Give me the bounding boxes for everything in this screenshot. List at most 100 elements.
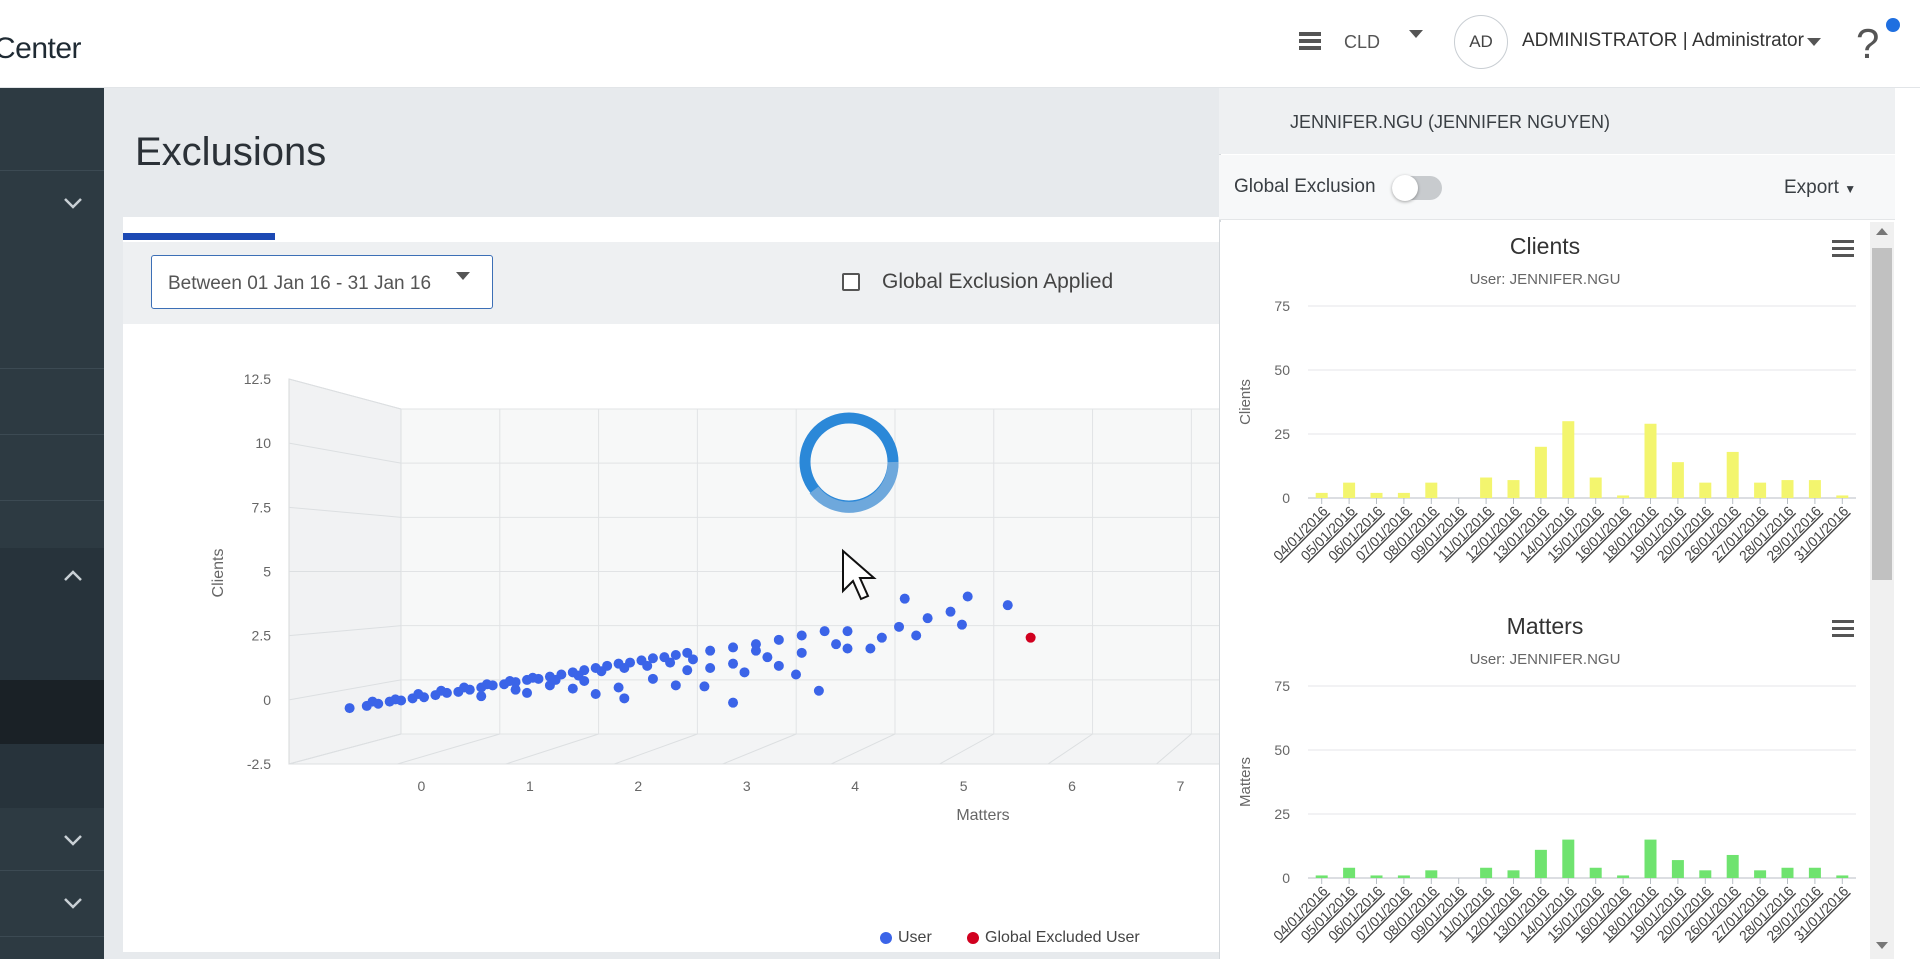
x-axis-label: Matters: [956, 807, 1009, 824]
bar: [1836, 495, 1849, 498]
sidebar-divider: [0, 500, 104, 501]
tab-active-indicator[interactable]: [123, 233, 275, 240]
user-point: [819, 626, 830, 637]
bar: [1726, 854, 1739, 878]
x-tick-label: 7: [1177, 778, 1185, 794]
chevron-down-icon: [456, 272, 470, 280]
user-point: [367, 696, 378, 707]
global-exclusion-applied-label: Global Exclusion Applied: [882, 270, 1114, 293]
y-tick-label: 12.5: [244, 371, 271, 387]
chart-menu-icon-bar: [1832, 240, 1854, 243]
y-tick-label: 25: [1274, 806, 1290, 822]
user-menu[interactable]: ADMINISTRATOR | Administrator: [1522, 30, 1804, 51]
user-point: [773, 634, 784, 645]
loading-spinner-icon: [799, 412, 899, 513]
right-edge-strip: [1901, 88, 1920, 959]
bar: [1808, 480, 1821, 498]
bar: [1397, 875, 1410, 878]
bar: [1754, 482, 1767, 498]
user-point: [642, 660, 653, 671]
bar: [1617, 495, 1630, 498]
x-gridline-floor: [1047, 733, 1093, 765]
user-point: [894, 621, 905, 632]
sidebar-subitem[interactable]: [0, 744, 104, 808]
chevron-up-icon[interactable]: [60, 563, 86, 589]
user-point: [899, 593, 910, 604]
y-gridline-side: [288, 378, 402, 410]
user-point: [796, 647, 807, 658]
y-tick-label: 0: [1282, 870, 1290, 886]
user-point: [773, 660, 784, 671]
bar: [1534, 446, 1547, 498]
server-label[interactable]: CLD: [1344, 32, 1381, 52]
date-range-select[interactable]: Between 01 Jan 16 - 31 Jan 16: [151, 255, 493, 309]
export-button[interactable]: Export ▼: [1784, 177, 1856, 199]
user-point: [796, 630, 807, 641]
global-exclusion-applied-checkbox[interactable]: [842, 273, 860, 291]
sidebar-divider: [0, 434, 104, 435]
user-point: [619, 663, 630, 673]
y-axis-label: Matters: [1237, 757, 1254, 807]
chart-menu-icon[interactable]: [1832, 620, 1854, 637]
user-point: [670, 650, 681, 660]
page-title: Exclusions: [135, 130, 327, 174]
user-point: [436, 685, 447, 696]
bar: [1343, 867, 1356, 878]
user-point: [750, 645, 761, 656]
chart-title: Matters: [1507, 613, 1584, 639]
bar: [1397, 492, 1410, 498]
sidebar-item-1[interactable]: [0, 170, 104, 171]
scroll-up-arrow-icon[interactable]: [1876, 228, 1888, 235]
chart-subtitle: User: JENNIFER.NGU: [1470, 271, 1621, 288]
chevron-down-icon[interactable]: [60, 827, 86, 853]
floor: [288, 733, 1220, 765]
bar: [1699, 482, 1712, 498]
user-point: [1002, 600, 1013, 611]
user-point: [791, 669, 801, 680]
user-point: [459, 682, 470, 693]
panel-scrollbar-thumb[interactable]: [1872, 248, 1892, 580]
bar: [1699, 870, 1712, 878]
chart-title: Clients: [1510, 233, 1580, 259]
export-caret-icon: ▼: [1844, 182, 1857, 196]
user-point: [665, 657, 676, 668]
sidebar-divider: [0, 368, 104, 369]
sidebar: [0, 88, 104, 959]
bar: [1315, 875, 1328, 878]
x-tick-label: 0: [418, 778, 426, 794]
global-exclusion-toggle[interactable]: [1392, 175, 1442, 201]
notification-dot-icon: [1886, 18, 1900, 32]
server-list-icon[interactable]: [1299, 31, 1321, 51]
user-point: [670, 680, 681, 691]
top-bar: [0, 0, 1920, 88]
user-point: [728, 658, 739, 669]
user-point: [344, 703, 355, 714]
user-point: [476, 691, 487, 702]
x-gridline-floor: [614, 733, 698, 765]
sidebar-subitem-active[interactable]: [0, 680, 104, 744]
user-point: [911, 630, 922, 641]
user-point: [613, 682, 624, 693]
y-gridline-side: [288, 442, 402, 464]
avatar[interactable]: AD: [1454, 15, 1508, 69]
y-tick-label: 50: [1274, 742, 1290, 758]
chevron-down-icon[interactable]: [60, 190, 86, 216]
bar: [1562, 839, 1575, 878]
chevron-down-icon[interactable]: [60, 890, 86, 916]
user-point: [687, 654, 698, 665]
server-dropdown-caret-icon[interactable]: [1409, 30, 1423, 38]
x-gridline-floor: [830, 733, 896, 765]
bar: [1370, 492, 1383, 498]
bar: [1781, 480, 1794, 498]
user-menu-caret-icon[interactable]: [1807, 38, 1821, 46]
scatter-chart: -2.5 0 2.5 5 7.5 10 12.5 0 1 2 3 4 5 6 7 Matters Clien…: [210, 371, 1220, 824]
sidebar-item-expanded[interactable]: [0, 548, 104, 680]
user-point: [390, 694, 401, 705]
x-tick-label: 3: [743, 778, 751, 794]
chart-menu-icon[interactable]: [1832, 240, 1854, 257]
user-point: [619, 693, 630, 704]
help-icon[interactable]: ?: [1856, 20, 1880, 67]
scroll-down-arrow-icon[interactable]: [1876, 942, 1888, 949]
legend-excluded-label: Global Excluded User: [985, 929, 1140, 946]
bar: [1507, 480, 1520, 498]
